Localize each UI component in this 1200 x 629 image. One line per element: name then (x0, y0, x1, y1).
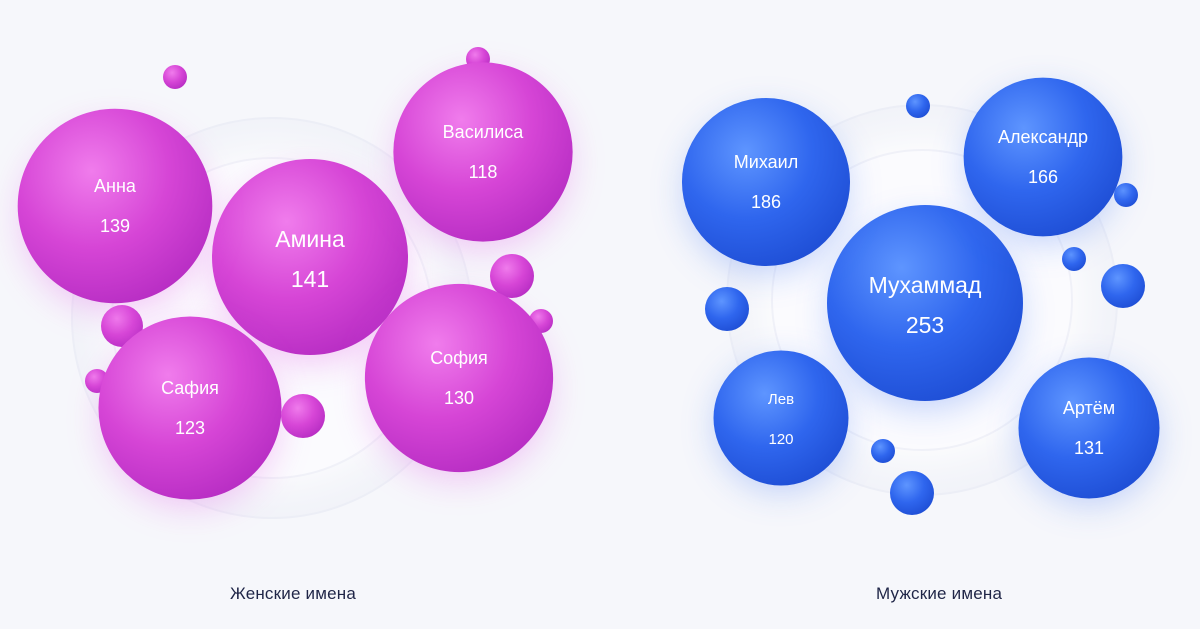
decor-dot (705, 287, 749, 331)
bubble-name-label: Василиса (443, 122, 525, 142)
decor-dot (163, 65, 187, 89)
female-chart-caption: Женские имена (230, 584, 357, 603)
bubble-name-label: София (430, 348, 488, 368)
bubble-value-label: 131 (1074, 438, 1104, 458)
decor-dot (281, 394, 325, 438)
decor-dot (1114, 183, 1138, 207)
bubble (1018, 357, 1160, 499)
bubble (17, 108, 213, 304)
bubble (364, 283, 554, 473)
bubble-value-label: 130 (444, 388, 474, 408)
bubble-name-label: Анна (94, 176, 137, 196)
bubble (963, 77, 1123, 237)
bubble (393, 62, 573, 242)
decor-dot (871, 439, 895, 463)
decor-dot (490, 254, 534, 298)
bubble (212, 159, 408, 355)
bubble-value-label: 141 (291, 266, 329, 292)
bubble-name-label: Сафия (161, 378, 219, 398)
bubble-name-label: Артём (1063, 398, 1115, 418)
bubble-name-label: Михаил (734, 152, 798, 172)
bubble-value-label: 118 (469, 162, 498, 182)
bubble (713, 350, 849, 486)
decor-dot (906, 94, 930, 118)
decor-dot (101, 305, 143, 347)
male-chart-caption: Мужские имена (876, 584, 1003, 603)
male-decorative-dots (705, 94, 1145, 515)
bubble (681, 97, 851, 267)
bubble (98, 316, 282, 500)
decor-dot (1062, 247, 1086, 271)
bubble-value-label: 139 (100, 216, 130, 236)
bubble-value-label: 186 (751, 192, 781, 212)
bubble-value-label: 123 (175, 418, 205, 438)
female-bubbles: Амина 141 Анна 139 София 130 Сафия 123 Василиса 1… (17, 62, 573, 506)
bubble-name-label: Мухаммад (869, 272, 982, 298)
decor-dot (1101, 264, 1145, 308)
bubble-value-label: 253 (906, 312, 944, 338)
female-decorative-dots (85, 47, 553, 438)
bubble-name-label: Амина (275, 226, 345, 252)
male-bubbles: Мухаммад 253 Михаил 186 Александр 166 Артём 131… (681, 77, 1160, 504)
bubble-value-label: 166 (1028, 167, 1058, 187)
bubble (827, 205, 1023, 401)
bubble-value-label: 120 (768, 431, 793, 448)
decor-dot (890, 471, 934, 515)
bubble-name-label: Лев (768, 391, 794, 408)
bubble-name-label: Александр (998, 127, 1088, 147)
